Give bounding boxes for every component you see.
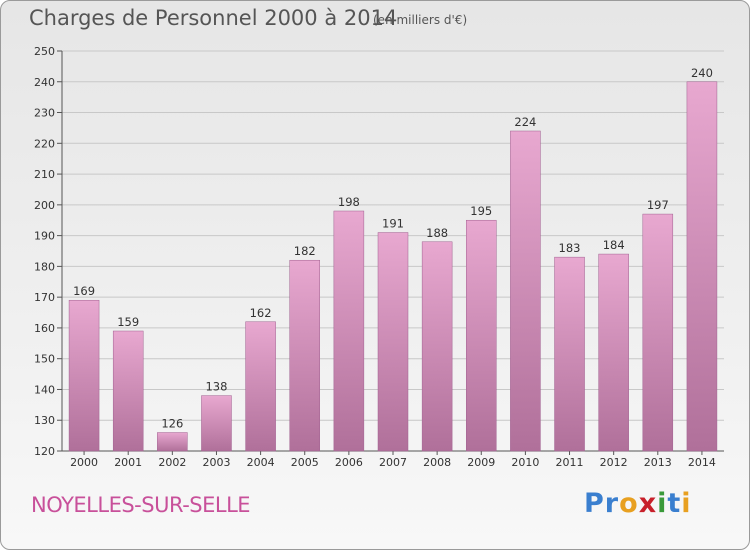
y-tick-label: 140 [34,383,55,396]
data-label: 182 [294,244,316,258]
chart-title: Charges de Personnel 2000 à 2014 [29,6,398,30]
y-tick-label: 180 [34,260,55,273]
x-tick-label: 2011 [556,456,584,469]
data-label: 240 [691,66,713,80]
y-tick-label: 210 [34,168,55,181]
logo-letter: i [681,488,692,519]
bar [466,219,497,452]
y-tick-label: 160 [34,322,55,335]
bar [289,259,320,452]
logo-letter: i [657,488,668,519]
y-tick-label: 200 [34,199,55,212]
y-tick-label: 120 [34,445,55,458]
data-label: 183 [559,241,581,255]
x-tick-label: 2010 [511,456,539,469]
logo-letter: r [604,488,620,519]
data-label: 195 [470,204,492,218]
data-label: 126 [161,417,183,431]
x-tick-label: 2006 [335,456,363,469]
bar [112,330,144,452]
y-tick-label: 190 [34,230,55,243]
bar [333,210,365,452]
bar [554,256,585,452]
x-tick-label: 2001 [114,456,142,469]
x-tick-label: 2009 [467,456,495,469]
bars [68,81,718,452]
data-label: 184 [603,238,625,252]
x-tick-label: 2012 [600,456,628,469]
x-tick-label: 2008 [423,456,451,469]
bar [510,130,541,452]
y-tick-label: 150 [34,353,55,366]
data-label: 224 [514,115,536,129]
x-tick-label: 2003 [202,456,230,469]
y-tick-label: 240 [34,76,55,89]
bar [686,81,718,452]
x-tick-label: 2014 [688,456,716,469]
bar [68,299,100,452]
bar [157,432,188,452]
data-label: 198 [338,195,360,209]
y-tick-label: 230 [34,107,55,120]
bar [642,213,674,452]
y-tick-label: 170 [34,291,55,304]
bar [377,232,409,452]
data-label: 191 [382,217,404,231]
x-tick-label: 2013 [644,456,672,469]
bar [201,395,232,452]
data-label: 188 [426,226,448,240]
place-name: NOYELLES-SUR-SELLE [31,493,251,517]
data-label: 197 [647,198,669,212]
logo-letter: o [619,488,639,519]
bar [245,321,276,452]
logo-letter: t [667,488,682,519]
bar [421,241,453,452]
logo-letter: x [638,488,658,519]
logo-letter: P [584,488,605,519]
labels: 120 130 140 150 160 170 180 190 200 210 220 230 240 2… [34,45,716,469]
x-tick-label: 2004 [247,456,275,469]
x-tick-label: 2007 [379,456,407,469]
data-label: 138 [205,380,227,394]
y-tick-label: 250 [34,45,55,58]
y-tick-label: 220 [34,137,55,150]
bar [598,253,629,452]
x-tick-label: 2005 [291,456,319,469]
proxiti-logo[interactable]: Proxiti [584,488,692,519]
data-label: 159 [117,315,139,329]
data-label: 169 [73,284,95,298]
x-tick-label: 2002 [158,456,186,469]
data-label: 162 [250,306,272,320]
x-tick-label: 2000 [70,456,98,469]
y-tick-label: 130 [34,414,55,427]
chart-unit: (en milliers d'€) [373,13,468,27]
